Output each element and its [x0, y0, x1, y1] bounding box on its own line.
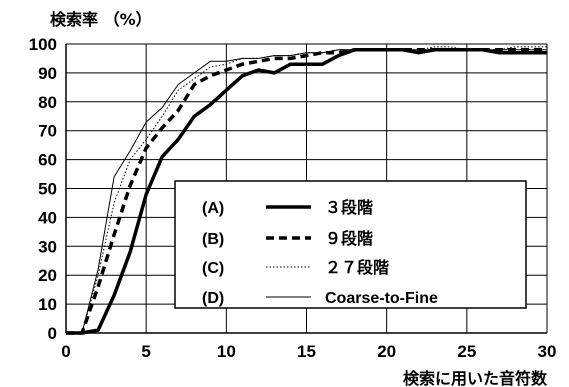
y-tick-label: 100 [29, 35, 57, 54]
legend-label-3: Coarse-to-Fine [325, 290, 438, 307]
y-tick-label: 20 [38, 266, 57, 285]
x-axis-title: 検索に用いた音符数 [403, 369, 548, 387]
legend-key-2: (C) [202, 260, 224, 277]
y-tick-label: 10 [38, 295, 57, 314]
legend-label-1: ９段階 [325, 229, 373, 248]
legend-key-0: (A) [202, 200, 224, 217]
legend-label-0: ３段階 [325, 198, 373, 217]
y-tick-label: 60 [38, 151, 57, 170]
legend-box [174, 180, 527, 309]
y-tick-label: 70 [38, 122, 57, 141]
series-lines [66, 46, 547, 335]
x-tick-label: 20 [377, 342, 396, 361]
series-line-1 [66, 48, 547, 335]
x-tick-label: 5 [141, 342, 150, 361]
y-tick-label: 0 [48, 324, 57, 343]
y-axis-title: 検索率 （%） [50, 10, 152, 29]
y-tick-label: 80 [38, 93, 57, 112]
x-tick-label: 30 [538, 342, 557, 361]
legend-key-3: (D) [202, 290, 224, 307]
x-tick-label: 10 [217, 342, 236, 361]
x-tick-label: 25 [457, 342, 476, 361]
y-tick-label: 90 [38, 64, 57, 83]
x-tick-label: 15 [297, 342, 316, 361]
y-tick-label: 50 [38, 180, 57, 199]
y-tick-label: 30 [38, 237, 57, 256]
legend: (A) ３段階 (B) ９段階 (C) ２７段階 (D) Coarse-to-Fine [174, 180, 527, 309]
x-tick-label: 0 [61, 342, 70, 361]
legend-label-2: ２７段階 [325, 258, 389, 277]
y-tick-label: 40 [38, 208, 57, 227]
legend-key-1: (B) [202, 231, 224, 248]
series-line-3 [66, 49, 547, 334]
tick-labels: 0 10 20 30 40 50 60 70 80 90 100 0 5 10 15 20 25 30 [29, 35, 557, 361]
